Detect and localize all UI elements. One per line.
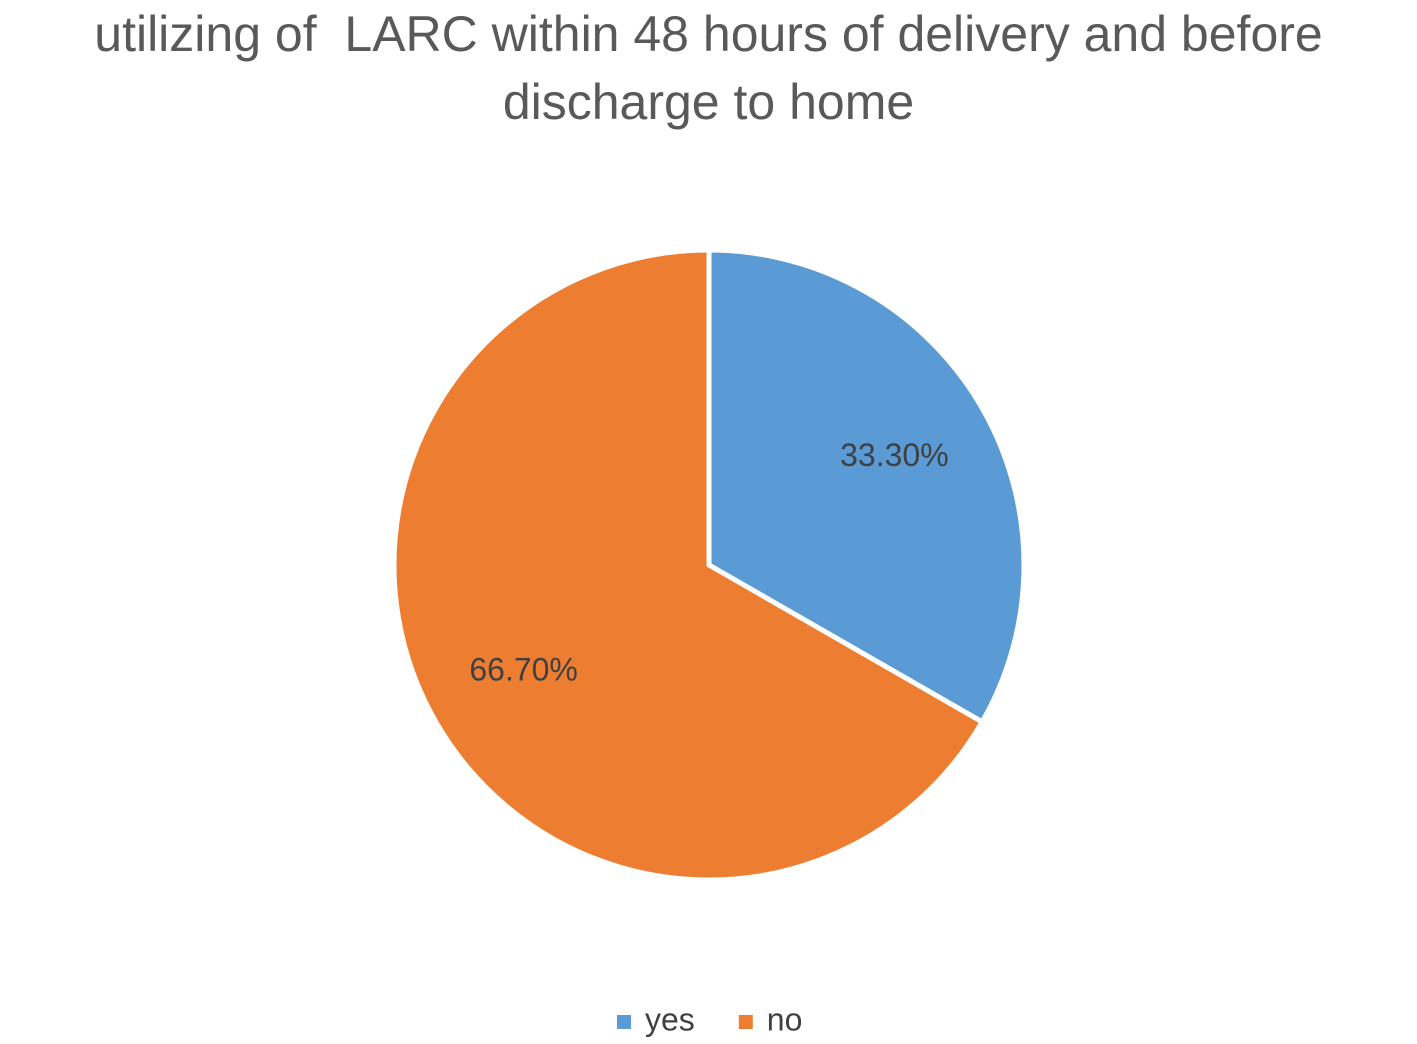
legend-label: no [767,1001,803,1037]
chart-title: utilizing of LARC within 48 hours of del… [94,6,1337,130]
data-label: 66.70% [469,652,578,688]
pie-slice [706,247,1027,725]
legend-marker [738,1015,753,1029]
legend-label: yes [645,1001,695,1037]
pie-slice [391,247,985,883]
legend-marker [617,1015,631,1029]
data-label: 33.30% [840,437,949,473]
